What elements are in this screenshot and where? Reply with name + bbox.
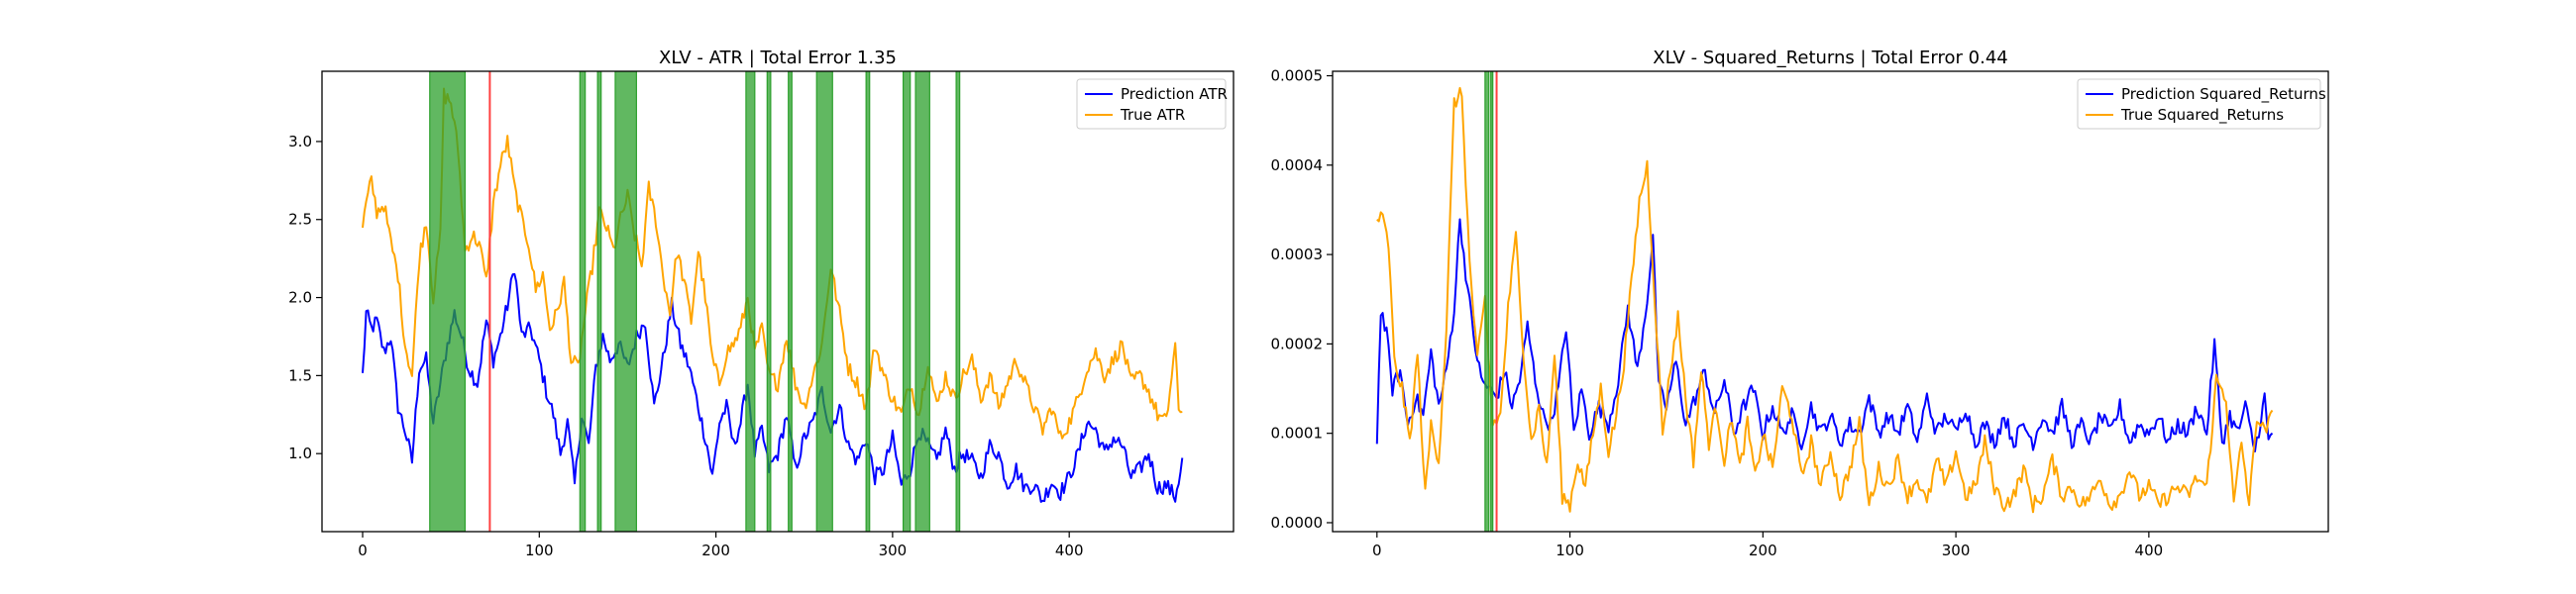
legend-label: Prediction ATR xyxy=(1121,85,1228,103)
highlight-span xyxy=(614,71,637,532)
highlight-span xyxy=(914,71,930,532)
highlight-span xyxy=(1484,71,1490,532)
chart-title: XLV - Squared_Returns | Total Error 0.44 xyxy=(1653,48,2007,68)
series-line-true xyxy=(362,87,1183,440)
y-tick-label: 0.0003 xyxy=(1271,246,1324,263)
highlight-span xyxy=(1490,71,1494,532)
x-tick-label: 0 xyxy=(1372,542,1382,559)
y-tick-label: 0.0002 xyxy=(1271,335,1324,352)
x-tick-label: 100 xyxy=(1556,542,1584,559)
y-tick-label: 2.5 xyxy=(288,211,312,229)
x-tick-label: 200 xyxy=(701,542,730,559)
y-tick-label: 0.0001 xyxy=(1271,425,1324,443)
y-tick-label: 1.5 xyxy=(288,366,312,384)
series-line-true xyxy=(1376,86,2274,514)
plot-area xyxy=(1375,71,2274,532)
highlight-span xyxy=(596,71,602,532)
highlight-span xyxy=(865,71,871,532)
y-tick-label: 0.0005 xyxy=(1271,67,1324,85)
x-tick-label: 200 xyxy=(1749,542,1777,559)
highlight-span xyxy=(815,71,833,532)
highlight-span xyxy=(902,71,912,532)
y-tick-label: 0.0000 xyxy=(1271,514,1324,532)
y-tick-label: 1.0 xyxy=(288,445,312,462)
legend: Prediction Squared_Returns True Squared_R… xyxy=(2077,78,2326,130)
axes-frame xyxy=(1332,70,2329,533)
plot-area xyxy=(362,71,1184,532)
highlight-span xyxy=(579,71,587,532)
x-tick-label: 100 xyxy=(525,542,554,559)
legend-box xyxy=(2077,78,2321,130)
highlight-span xyxy=(955,71,961,532)
x-tick-label: 400 xyxy=(2135,542,2164,559)
series-line-prediction xyxy=(1375,218,2274,452)
y-tick-label: 2.0 xyxy=(288,289,312,307)
chart-title: XLV - ATR | Total Error 1.35 xyxy=(659,48,897,68)
x-tick-label: 400 xyxy=(1055,542,1084,559)
y-tick-label: 3.0 xyxy=(288,133,312,150)
chart-panel-1: 0 100 200 300 400 1.0 1.5 2.0 2.5 3.0 XLV - ATR | … xyxy=(288,48,1234,559)
axes-frame xyxy=(321,70,1234,533)
chart-panel-2: 0 100 200 300 400 0.0000 0.0001 0.0002 0.0003 0.0… xyxy=(1271,48,2329,559)
legend: Prediction ATR True ATR xyxy=(1076,78,1228,130)
series-line-prediction xyxy=(362,272,1184,503)
x-tick-label: 300 xyxy=(879,542,908,559)
highlight-span xyxy=(788,71,793,532)
x-tick-label: 0 xyxy=(358,542,368,559)
highlight-span xyxy=(429,71,467,532)
legend-label: Prediction Squared_Returns xyxy=(2121,85,2326,104)
y-tick-label: 0.0004 xyxy=(1271,156,1324,174)
legend-label: True Squared_Returns xyxy=(2120,106,2284,125)
highlight-span xyxy=(766,71,772,532)
x-tick-label: 300 xyxy=(1942,542,1971,559)
highlight-span xyxy=(745,71,756,532)
legend-label: True ATR xyxy=(1120,106,1185,124)
legend-box xyxy=(1076,78,1227,130)
